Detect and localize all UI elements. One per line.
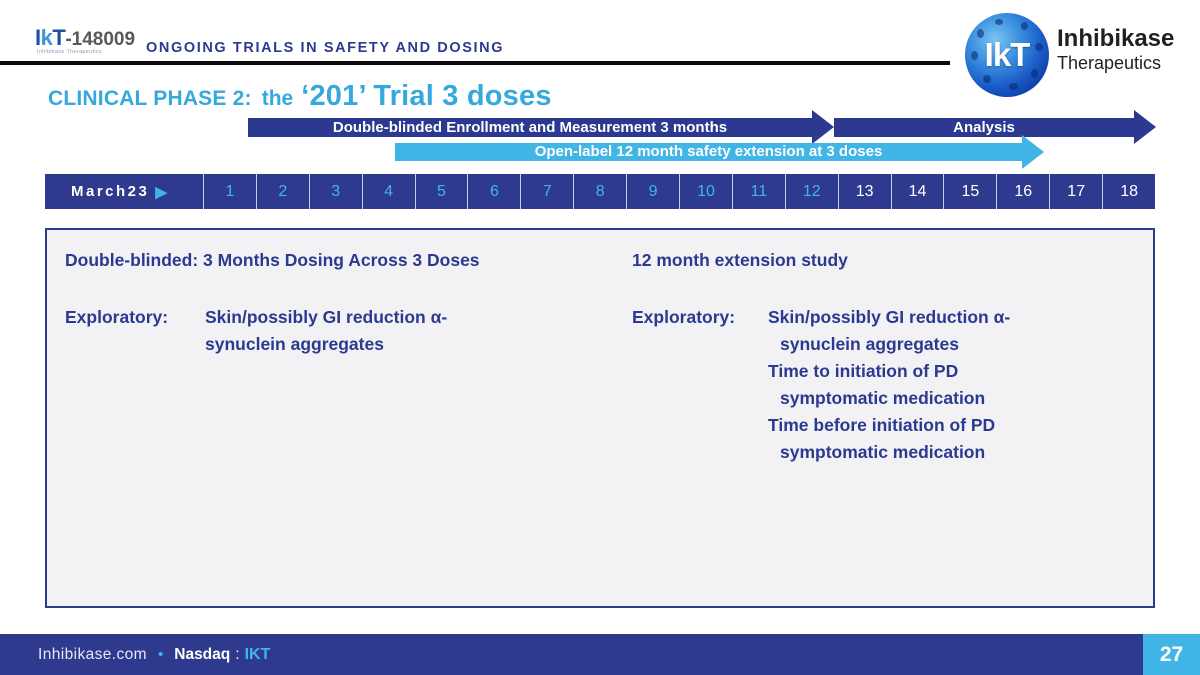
- website-link: Inhibikase.com: [38, 645, 147, 663]
- timeline-month-cell: 4: [361, 174, 415, 209]
- timeline-month-cell: 16: [996, 174, 1049, 209]
- footer-bar: Inhibikase.com • Nasdaq : IKT: [0, 634, 1200, 675]
- timeline-month-cell: 7: [520, 174, 573, 209]
- ticker-symbol: IKT: [244, 645, 271, 663]
- timeline-start-text: March23: [71, 183, 150, 200]
- timeline-month-cell: 3: [308, 174, 362, 209]
- left-exploratory-lines: Skin/possibly GI reduction α-synuclein a…: [205, 304, 447, 358]
- timeline-month-cell: 11: [731, 174, 785, 209]
- exploratory-line: symptomatic medication: [780, 388, 986, 408]
- section-title: ONGOING TRIALS IN SAFETY AND DOSING: [146, 40, 505, 56]
- analysis-arrow: Analysis: [834, 118, 1134, 137]
- exploratory-line: Skin/possibly GI reduction α-: [768, 307, 1011, 327]
- exploratory-line: Skin/possibly GI reduction α-: [205, 307, 448, 327]
- timeline-month-cell: 10: [679, 174, 732, 209]
- timeline-month-cell: 6: [467, 174, 520, 209]
- slide-title-main: ‘201’ Trial 3 doses: [301, 80, 552, 112]
- exploratory-line: synuclein aggregates: [205, 334, 384, 354]
- timeline-month-cell: 15: [943, 174, 996, 209]
- timeline-month-cell: 1: [203, 174, 256, 209]
- inhibikase-logo-icon: IkT: [965, 13, 1049, 97]
- exchange-colon: :: [235, 645, 240, 663]
- brand-name: Inhibikase: [1057, 25, 1175, 52]
- exploratory-line: Time to initiation of PD: [768, 361, 959, 381]
- slide-title: CLINICAL PHASE 2: the ‘201’ Trial 3 dose…: [48, 80, 552, 113]
- timeline-start-label: March23 ▶: [45, 174, 203, 209]
- exchange-label: Nasdaq: [174, 645, 231, 663]
- exploratory-line: Time before initiation of PD: [768, 415, 996, 435]
- timeline-month-cell: 5: [414, 174, 468, 209]
- timeline-month-cell: 13: [837, 174, 891, 209]
- brand-name-line2: Therapeutics: [1057, 52, 1162, 73]
- slide-title-prefix: CLINICAL PHASE 2:: [48, 87, 252, 110]
- analysis-arrow-head-icon: [1134, 110, 1156, 144]
- left-heading: Double-blinded: 3 Months Dosing Across 3…: [65, 250, 480, 270]
- mini-logo-subtitle: Inhibikase Therapeutics: [37, 49, 102, 55]
- open-label-arrow: Open-label 12 month safety extension at …: [395, 143, 1022, 161]
- timeline-month-cell: 9: [626, 174, 679, 209]
- ikt-logo-text: IkT: [35, 25, 66, 50]
- timeline-month-cell: 2: [255, 174, 309, 209]
- right-heading: 12 month extension study: [632, 250, 848, 270]
- content-panel: Double-blinded: 3 Months Dosing Across 3…: [45, 228, 1155, 608]
- ikt-148009-logo: IkT -148009 Inhibikase Therapeutics: [35, 27, 135, 56]
- page-number: 27: [1143, 634, 1200, 675]
- timeline-month-cell: 8: [573, 174, 626, 209]
- timeline-cells: 1 2 3 4 5 6 7 8 9 10 11 12 13 14 15 16 17 18: [203, 174, 1155, 209]
- exploratory-line: synuclein aggregates: [780, 334, 959, 354]
- double-blinded-arrow: Double-blinded Enrollment and Measuremen…: [248, 118, 812, 137]
- left-exploratory-label: Exploratory:: [65, 307, 169, 327]
- timeline-month-cell: 12: [784, 174, 838, 209]
- timeline-bar: March23 ▶ 1 2 3 4 5 6 7 8 9 10 11 12 13 14 15 16 17 18: [45, 174, 1155, 209]
- slide-title-the: the: [261, 87, 294, 110]
- bullet-separator: •: [157, 646, 164, 663]
- double-blinded-arrow-head-icon: [812, 110, 834, 144]
- timeline-month-cell: 17: [1049, 174, 1102, 209]
- brand-wordmark: Inhibikase Therapeutics: [1057, 25, 1174, 73]
- timeline-month-cell: 18: [1102, 174, 1155, 209]
- compound-code: -148009: [65, 29, 136, 50]
- play-icon: ▶: [155, 183, 167, 201]
- exploratory-line: symptomatic medication: [780, 442, 986, 462]
- timeline-month-cell: 14: [890, 174, 944, 209]
- open-label-arrow-head-icon: [1022, 135, 1044, 169]
- header-divider: [0, 61, 950, 65]
- sphere-logo-text: IkT: [984, 36, 1031, 73]
- right-exploratory-label: Exploratory:: [632, 307, 736, 327]
- right-exploratory-lines: Skin/possibly GI reduction α-synuclein a…: [768, 304, 1010, 466]
